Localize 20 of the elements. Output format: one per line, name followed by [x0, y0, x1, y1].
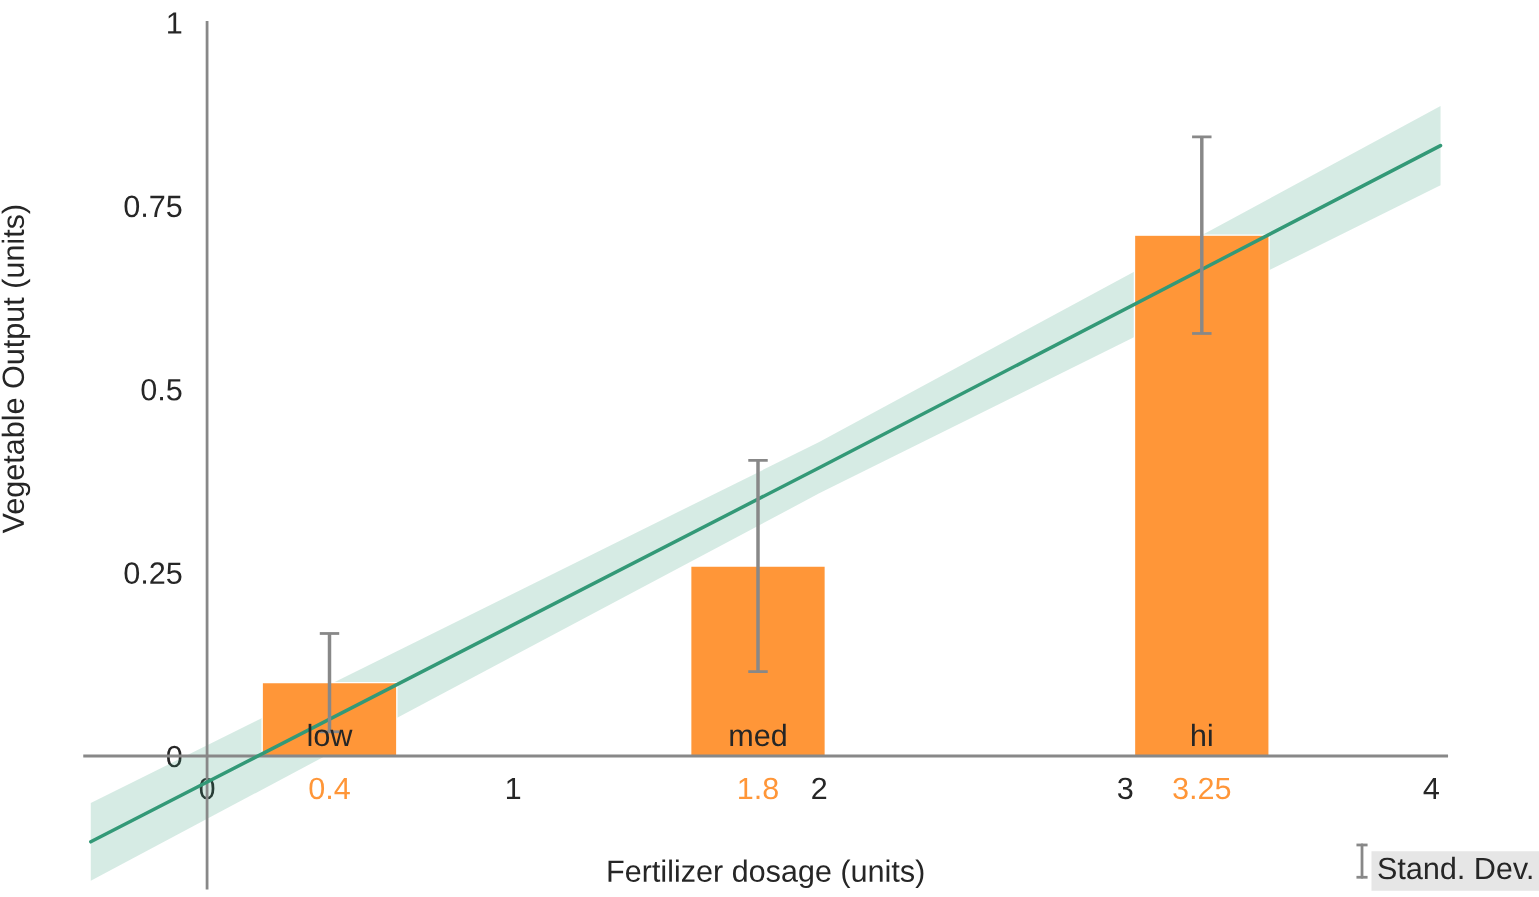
y-tick-label: 0.5	[141, 378, 182, 401]
y-axis-title: Vegetable Output (units)	[1, 205, 31, 534]
x-tick-label: 3.25	[1173, 777, 1231, 800]
x-tick-label: 3	[1117, 777, 1133, 800]
x-tick-label: 1.8	[739, 777, 778, 800]
x-tick-label: 4	[1423, 777, 1439, 799]
bar	[1133, 234, 1270, 757]
y-tick-label: 1	[168, 12, 182, 34]
bar	[261, 681, 398, 757]
x-tick-label: 1	[506, 777, 521, 799]
annotation: med	[730, 723, 786, 747]
annotation: hi	[1192, 723, 1212, 746]
annotation: low	[308, 723, 353, 747]
x-tick-label: 2	[812, 777, 827, 799]
y-tick-label: 0.75	[124, 195, 182, 218]
x-axis-title: Fertilizer dosage (units)	[608, 859, 924, 889]
annotation: Stand. Dev.	[1378, 856, 1532, 880]
x-tick-label: 0.4	[309, 777, 350, 800]
bar	[689, 565, 827, 757]
y-tick-label: 0.25	[124, 562, 182, 584]
